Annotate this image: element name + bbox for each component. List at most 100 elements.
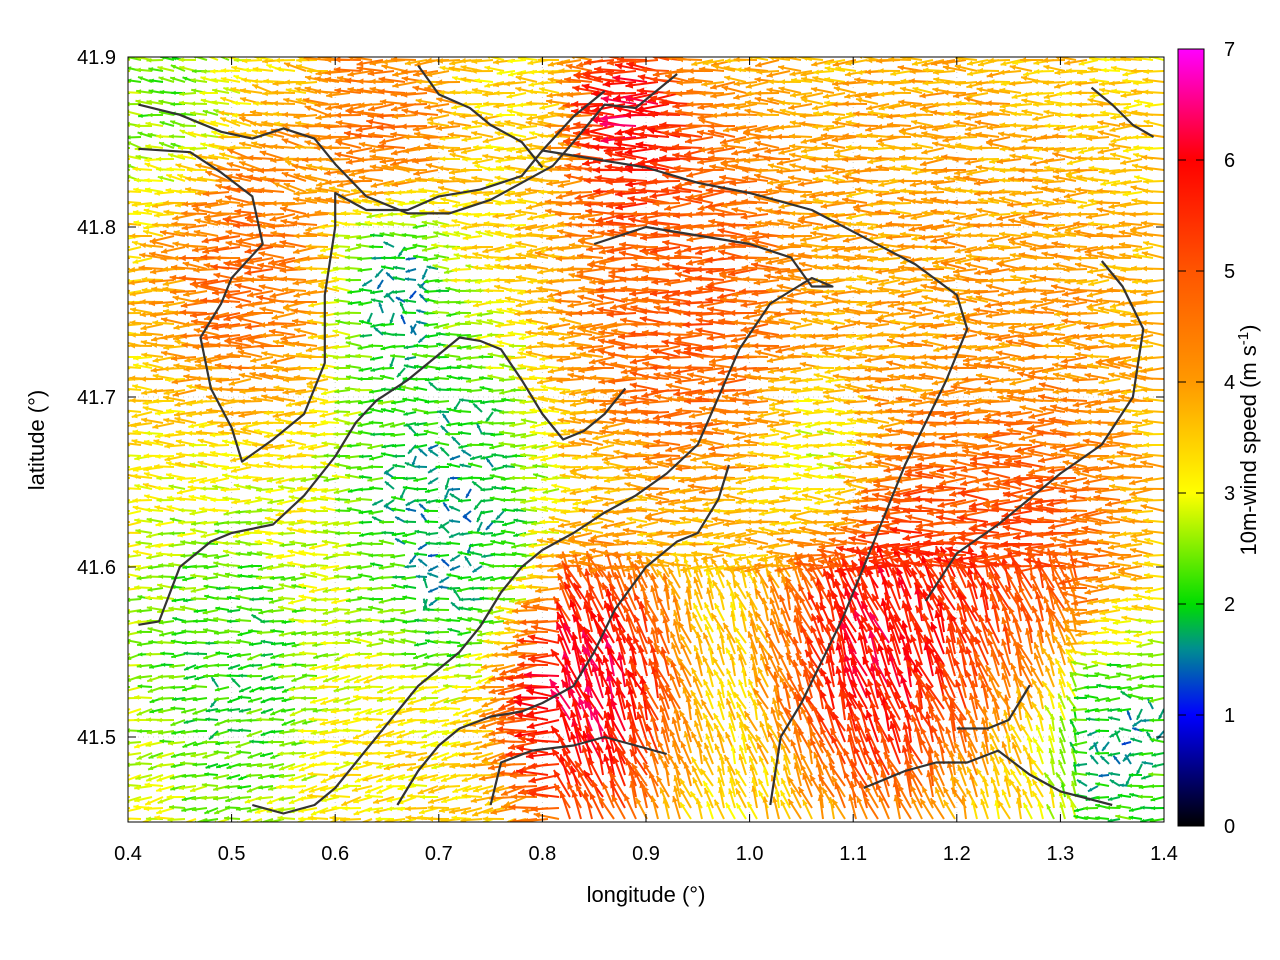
wind-vector — [109, 264, 130, 269]
wind-vector — [450, 566, 460, 570]
wind-vector — [123, 572, 141, 577]
wind-vector — [441, 426, 449, 434]
wind-vector — [236, 316, 262, 324]
wind-vector — [381, 64, 405, 71]
wind-vector — [422, 269, 427, 279]
wind-vector — [270, 291, 295, 298]
wind-vector — [113, 586, 130, 591]
wind-vector — [113, 70, 130, 75]
wind-vector — [111, 175, 130, 181]
wind-vector — [121, 247, 141, 253]
wind-vector — [346, 148, 372, 155]
wind-vector — [109, 203, 130, 209]
wind-vector — [310, 552, 328, 557]
wind-vector — [227, 708, 240, 712]
wind-vector — [268, 740, 284, 745]
wind-vector — [406, 508, 416, 512]
wind-vector — [322, 540, 339, 545]
wind-vector — [215, 687, 229, 691]
wind-vector — [161, 351, 185, 357]
wind-vector — [405, 357, 416, 361]
wind-vector — [401, 315, 405, 324]
wind-vector — [593, 445, 614, 452]
wind-vector — [244, 269, 273, 276]
wind-vector — [353, 764, 372, 770]
wind-vector — [110, 280, 130, 285]
wind-vector — [391, 344, 405, 348]
wind-vector — [368, 542, 383, 546]
wind-vector — [227, 698, 240, 703]
wind-vector — [449, 519, 460, 523]
wind-vector — [110, 485, 130, 490]
wind-vector — [551, 440, 570, 445]
wind-vector — [141, 417, 163, 423]
wind-vector — [408, 445, 416, 454]
wind-vector — [491, 533, 504, 537]
wind-vector — [305, 106, 328, 115]
wind-vector — [494, 615, 515, 621]
wind-vector — [110, 807, 130, 812]
wind-vector — [437, 410, 449, 414]
wind-vector — [110, 368, 130, 374]
wind-vector — [110, 783, 130, 788]
wind-vector — [261, 653, 273, 657]
wind-vector — [272, 313, 295, 320]
wind-vector — [109, 520, 130, 525]
wind-vector — [439, 577, 449, 583]
wind-vector — [486, 458, 493, 467]
wind-vector — [462, 125, 482, 130]
wind-vector — [398, 247, 405, 257]
wind-vector — [111, 373, 130, 379]
wind-vector — [496, 511, 504, 519]
wind-vector — [210, 507, 229, 512]
wind-vector — [111, 211, 130, 216]
wind-vector — [110, 244, 130, 249]
wind-vector — [418, 544, 427, 549]
wind-vector — [538, 80, 559, 85]
wind-vector — [406, 257, 416, 261]
wind-vector — [450, 456, 460, 460]
wind-vector — [403, 585, 416, 589]
wind-vector — [227, 674, 240, 678]
wind-vector — [124, 554, 141, 559]
wind-vector — [420, 795, 438, 800]
wind-vector — [465, 556, 471, 566]
wind-vector — [385, 482, 394, 489]
wind-vector — [462, 137, 482, 142]
wind-vector — [179, 57, 196, 62]
wind-vector — [231, 678, 240, 687]
wind-vector — [423, 576, 427, 588]
wind-vector — [528, 657, 559, 665]
wind-vector — [512, 608, 537, 614]
wind-vector — [486, 365, 504, 370]
wind-vector — [492, 467, 504, 471]
wind-vector — [408, 674, 427, 679]
wind-vector — [596, 743, 603, 775]
wind-vector — [403, 412, 416, 416]
wind-vector — [112, 753, 130, 759]
wind-vector — [452, 437, 460, 445]
wind-vector — [359, 454, 372, 458]
wind-vector — [152, 423, 174, 429]
wind-vector — [156, 157, 174, 162]
wind-vector — [109, 332, 130, 337]
wind-vector — [110, 455, 130, 460]
wind-vector — [582, 527, 603, 533]
wind-vector — [109, 341, 130, 346]
wind-vector — [393, 290, 405, 294]
wind-vector — [345, 531, 361, 536]
wind-vector — [110, 302, 130, 307]
wind-vector — [281, 276, 306, 282]
wind-vector — [249, 663, 262, 667]
wind-vector — [441, 706, 460, 711]
wind-vector — [362, 280, 372, 286]
wind-vector — [452, 684, 471, 689]
wind-vector — [132, 498, 152, 503]
wind-vector — [504, 81, 526, 86]
wind-vector — [224, 740, 240, 745]
wind-vector — [409, 555, 416, 564]
wind-vector — [379, 575, 394, 579]
wind-vector — [107, 255, 130, 261]
wind-vector — [531, 806, 559, 812]
wind-vector — [400, 302, 405, 313]
